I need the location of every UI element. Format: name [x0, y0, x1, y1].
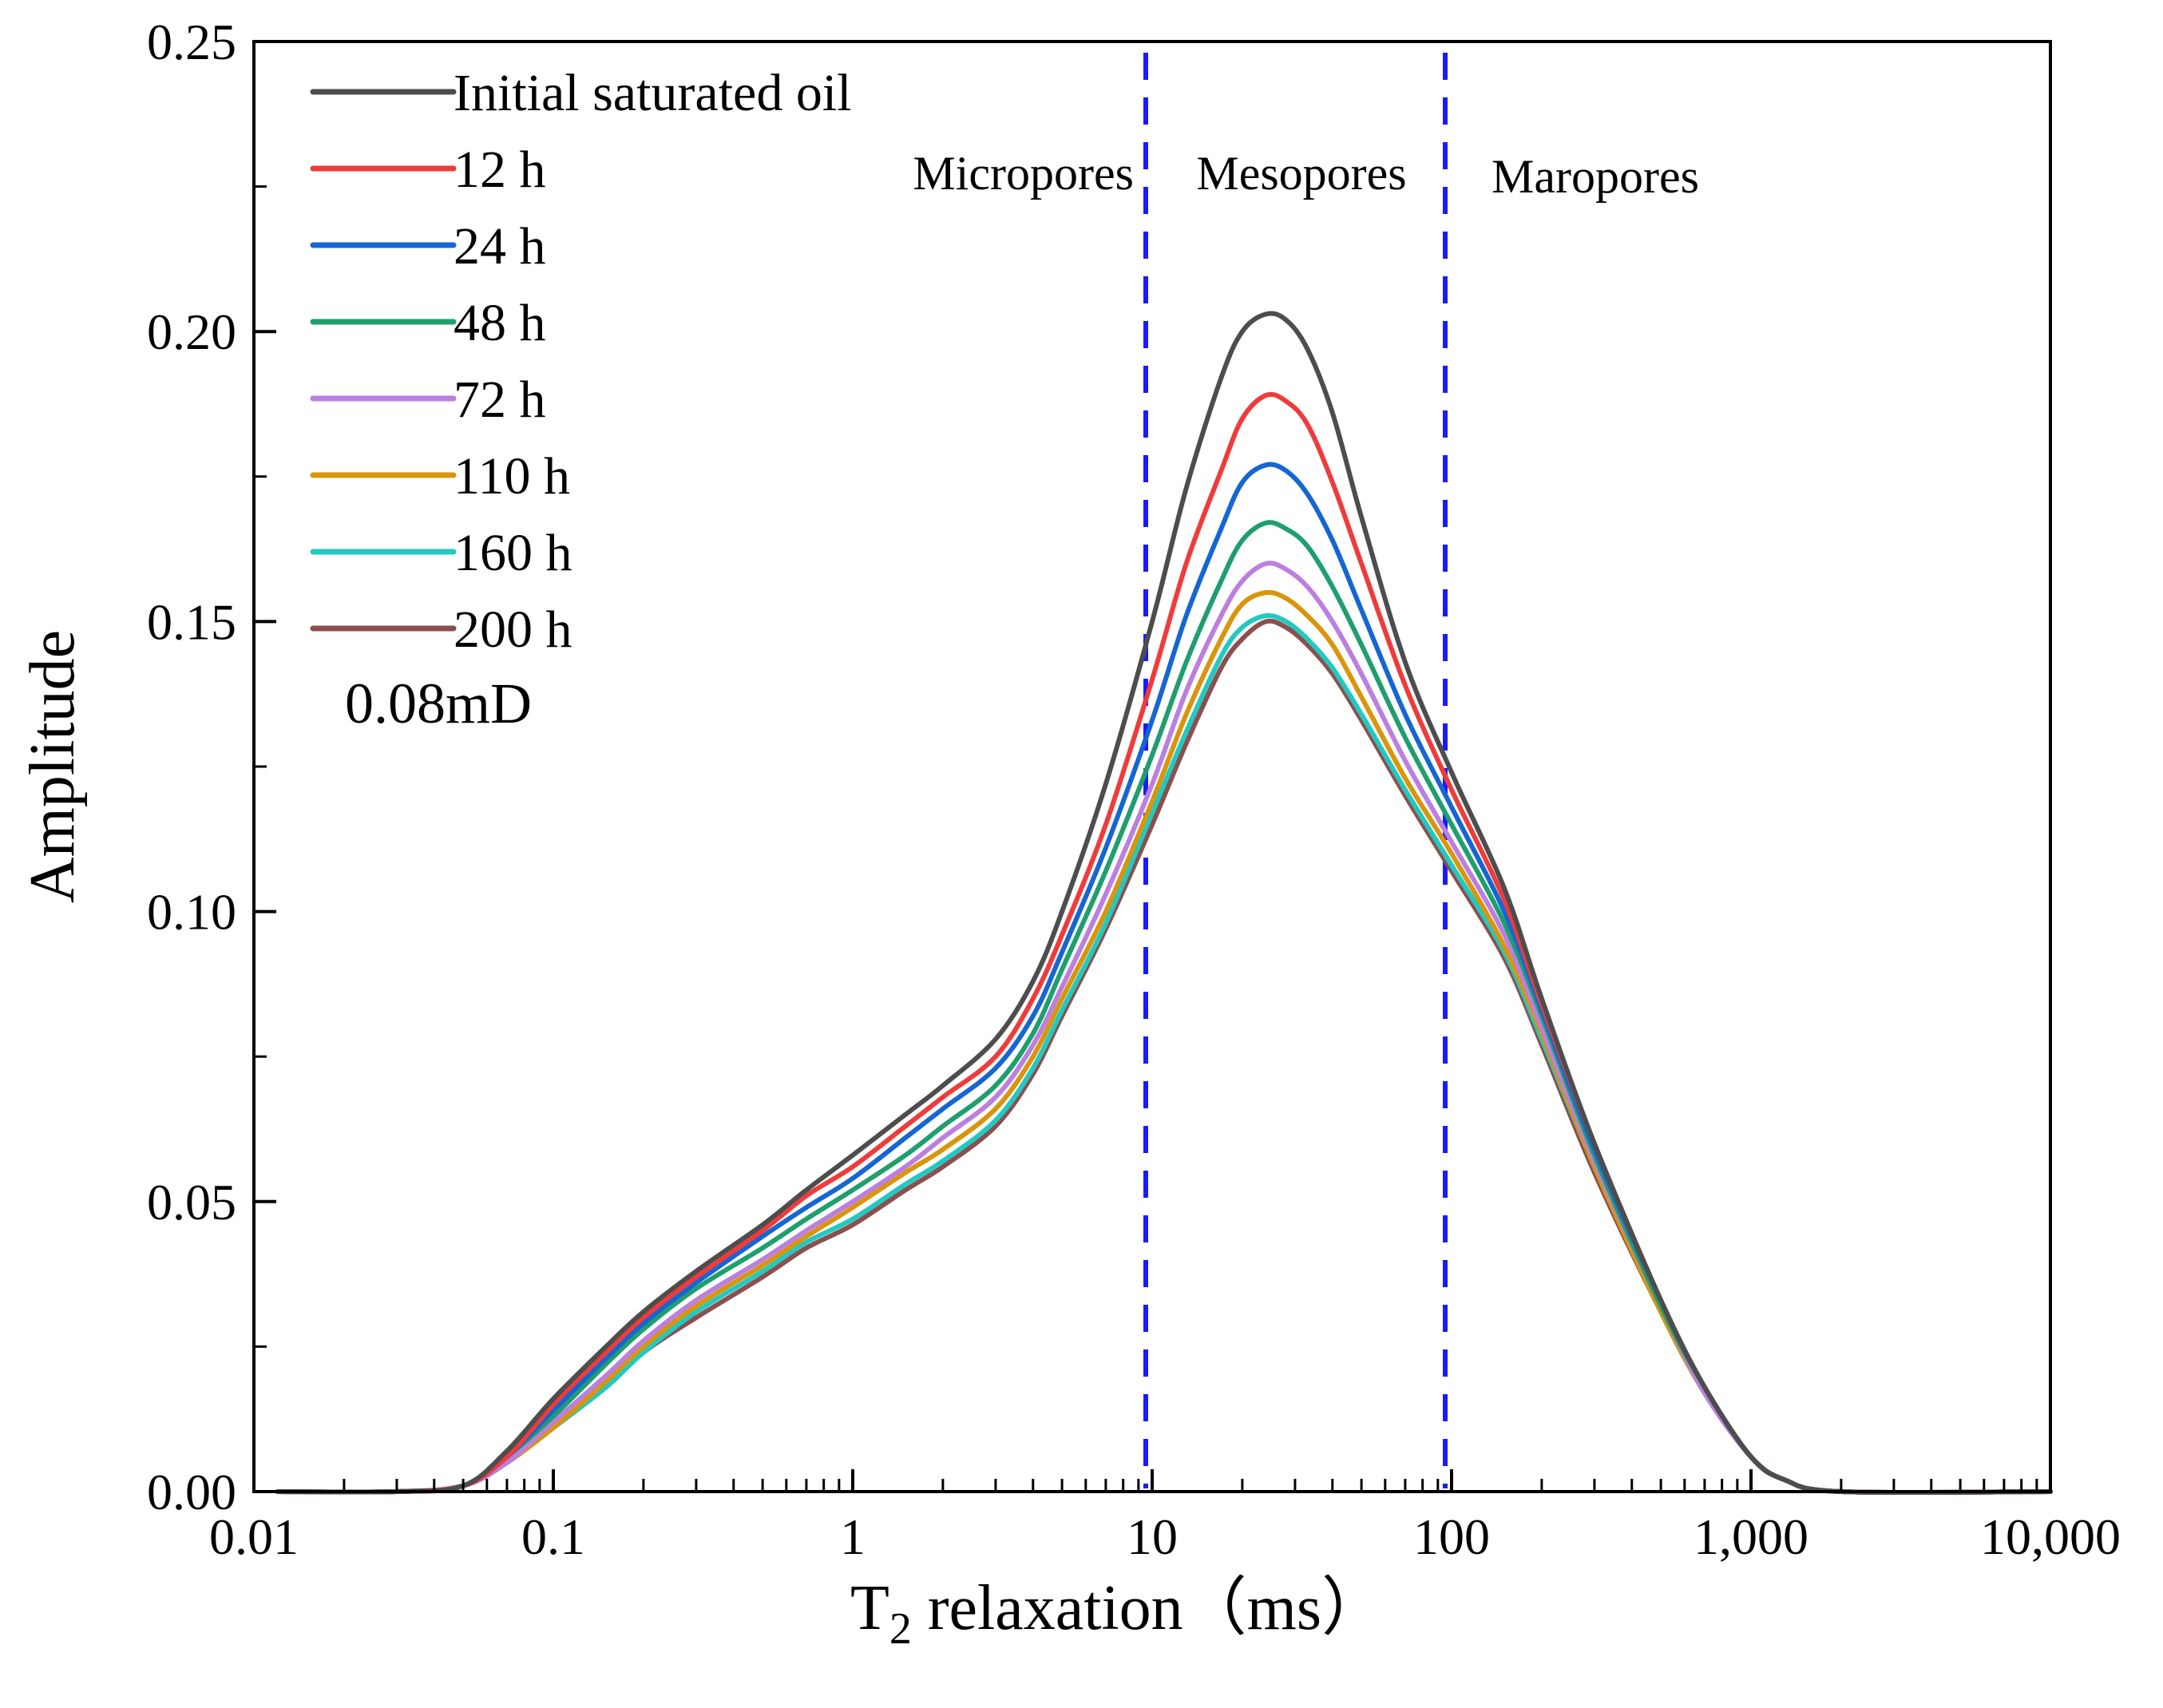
y-tick-label: 0.15: [147, 593, 236, 650]
x-tick-label: 1: [840, 1508, 866, 1565]
tick-labels: 0.01 0.1 1 10 100 1,000 10,000 0.00 0.05 0.10 0.15…: [147, 14, 2121, 1565]
series-line-5: [275, 589, 2053, 1496]
x-axis-title-rest: relaxation（ms）: [912, 1573, 1385, 1643]
series-line-0: [275, 311, 2053, 1496]
x-tick-label: 0.01: [209, 1508, 299, 1565]
x-tick-label: 10,000: [1980, 1508, 2121, 1565]
y-tick-label: 0.10: [147, 884, 236, 941]
x-axis-title-main: T: [850, 1573, 889, 1643]
legend-label-7: 200 h: [454, 600, 572, 659]
legend-label-2: 24 h: [454, 217, 546, 275]
region-label-micropores: Micropores: [913, 147, 1134, 200]
permeability-label: 0.08mD: [345, 672, 532, 735]
x-tick-label: 0.1: [521, 1508, 585, 1565]
legend-label-3: 48 h: [454, 294, 546, 352]
legend-label-1: 12 h: [454, 141, 546, 199]
x-tick-label: 1,000: [1694, 1508, 1808, 1565]
x-tick-label: 10: [1127, 1508, 1178, 1565]
x-axis-title: T2 relaxation（ms）: [850, 1573, 1385, 1654]
legend-label-4: 72 h: [454, 371, 546, 429]
legend: Initial saturated oil 12 h 24 h 48 h 72 h 110…: [310, 64, 852, 659]
y-tick-label: 0.05: [147, 1174, 236, 1230]
series-line-3: [275, 520, 2053, 1496]
y-axis-title: Amplitude: [18, 630, 88, 903]
series-curves: [275, 311, 2053, 1496]
legend-label-5: 110 h: [454, 447, 570, 505]
legend-label-6: 160 h: [454, 524, 572, 582]
region-label-maropores: Maropores: [1492, 150, 1699, 203]
y-tick-label: 0.20: [147, 303, 236, 360]
legend-label-0: Initial saturated oil: [454, 64, 852, 122]
y-tick-label: 0.25: [147, 14, 236, 70]
region-label-mesopores: Mesopores: [1196, 147, 1406, 200]
series-line-4: [275, 561, 2053, 1496]
x-axis-title-subscript: 2: [889, 1604, 912, 1654]
axis-ticks: [252, 40, 2052, 1493]
y-tick-label: 0.00: [147, 1464, 236, 1520]
x-tick-label: 100: [1413, 1508, 1490, 1565]
